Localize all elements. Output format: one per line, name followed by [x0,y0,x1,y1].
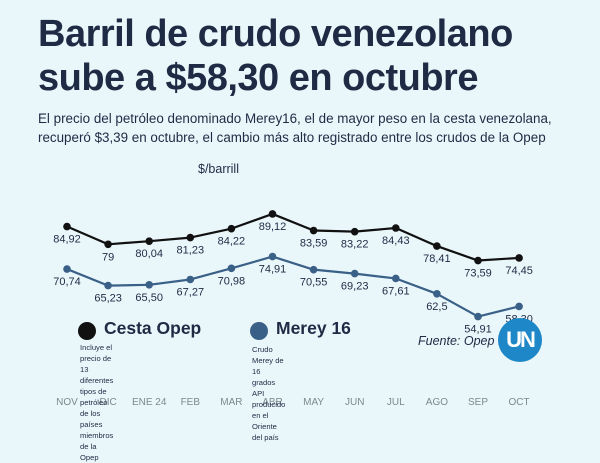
line-chart: 84,92 79 80,04 81,23 84,22 89,12 83,59 83,22 84,… [53,210,533,408]
subtitle-line-2: recuperó $3,39 en octubre, el cambio más… [38,130,546,145]
data-label-opep-2: 80,04 [135,248,163,260]
data-label-merey-3: 67,27 [177,286,205,298]
data-label-merey-2: 65,50 [135,292,163,304]
point-opep-10 [474,256,482,265]
legend-desc-opep: Incluye el precio de 13 diferentes tipos… [80,342,113,463]
point-merey-10 [474,312,482,321]
data-label-opep-1: 79 [102,251,114,263]
data-label-merey-7: 69,23 [341,281,369,293]
point-opep-0 [63,222,71,231]
data-label-opep-0: 84,92 [53,234,81,246]
point-opep-2 [145,237,153,245]
point-opep-11 [515,254,523,262]
point-merey-1 [104,281,112,290]
point-merey-7 [350,269,359,278]
x-tick-label-4: MAR [220,397,242,408]
x-tick-label-9: AGO [426,397,448,408]
chart-subtitle: El precio del petróleo denominado Merey1… [38,109,598,147]
series-line-opep [66,212,520,262]
data-label-merey-0: 70,74 [53,276,81,288]
point-merey-0 [63,265,71,273]
chart-title: Barril de crudo venezolano sube a $58,30… [38,12,598,100]
data-label-opep-4: 84,22 [218,236,246,248]
legend-desc-opep-line-3: miembros de la Opep [80,431,114,462]
data-label-merey-6: 70,55 [300,277,328,289]
x-tick-label-10: SEP [468,397,488,408]
point-opep-9 [433,242,441,250]
x-tick-label-5: ABR [262,397,283,408]
point-opep-3 [186,233,195,242]
point-merey-5 [268,252,277,261]
legend-label-opep: Cesta Opep [104,318,202,338]
title-line-2: sube a $58,30 en octubre [38,57,478,99]
point-opep-5 [268,210,277,218]
point-opep-8 [392,224,400,232]
point-opep-1 [104,240,112,249]
point-merey-11 [515,302,523,311]
point-merey-2 [145,281,153,289]
data-label-opep-7: 83,22 [341,239,369,251]
legend-desc-opep-line-2: tipos de petróleo de los países [80,387,108,429]
x-tick-label-6: MAY [303,397,324,408]
data-label-merey-5: 74,91 [259,264,287,276]
un-logo: UN [498,318,542,362]
data-label-opep-9: 78,41 [423,253,451,265]
legend-desc-merey-line-1: Crudo Merey de 16 grados API [252,345,284,398]
data-label-merey-10: 54,91 [464,324,492,336]
point-opep-7 [350,227,359,236]
y-axis-unit-label: $/barrill [198,162,239,176]
logo-text: UN [506,327,536,352]
source-note: Fuente: Opep [418,334,495,348]
data-label-merey-4: 70,98 [218,275,246,287]
data-label-opep-3: 81,23 [177,245,205,257]
point-merey-3 [186,275,195,284]
legend-dot-merey [250,322,268,340]
point-opep-6 [309,226,318,235]
legend-desc-merey: Crudo Merey de 16 grados API producido e… [252,344,285,443]
x-tick-label-2: ENE 24 [132,397,167,408]
legend-desc-opep-line-1: Incluye el precio de 13 diferentes [80,343,114,385]
x-tick-label-11: OCT [509,397,530,408]
point-merey-4 [227,264,236,273]
subtitle-line-1: El precio del petróleo denominado Merey1… [38,111,552,126]
data-label-opep-8: 84,43 [382,235,410,247]
title-line-1: Barril de crudo venezolano [38,13,513,55]
x-tick-label-0: NOV [56,397,78,408]
point-merey-8 [392,274,400,283]
x-tick-label-3: FEB [181,397,201,408]
legend-label-merey: Merey 16 [276,318,351,338]
data-label-merey-9: 62,5 [426,301,447,313]
data-label-opep-6: 83,59 [300,238,328,250]
data-label-opep-5: 89,12 [259,221,287,233]
data-label-merey-8: 67,61 [382,285,410,297]
data-label-opep-11: 74,45 [505,265,533,277]
point-merey-6 [309,265,318,274]
point-opep-4 [227,224,236,233]
data-label-opep-10: 73,59 [464,268,492,280]
data-label-merey-1: 65,23 [94,293,122,305]
series-line-merey [66,255,520,318]
legend-desc-merey-line-2: producido en el Oriente del país [252,400,286,442]
x-tick-label-7: JUN [345,397,364,408]
point-merey-9 [433,290,441,298]
x-tick-label-8: JUL [387,397,405,408]
x-tick-label-1: DIC [99,397,116,408]
legend-dot-opep [78,322,96,340]
